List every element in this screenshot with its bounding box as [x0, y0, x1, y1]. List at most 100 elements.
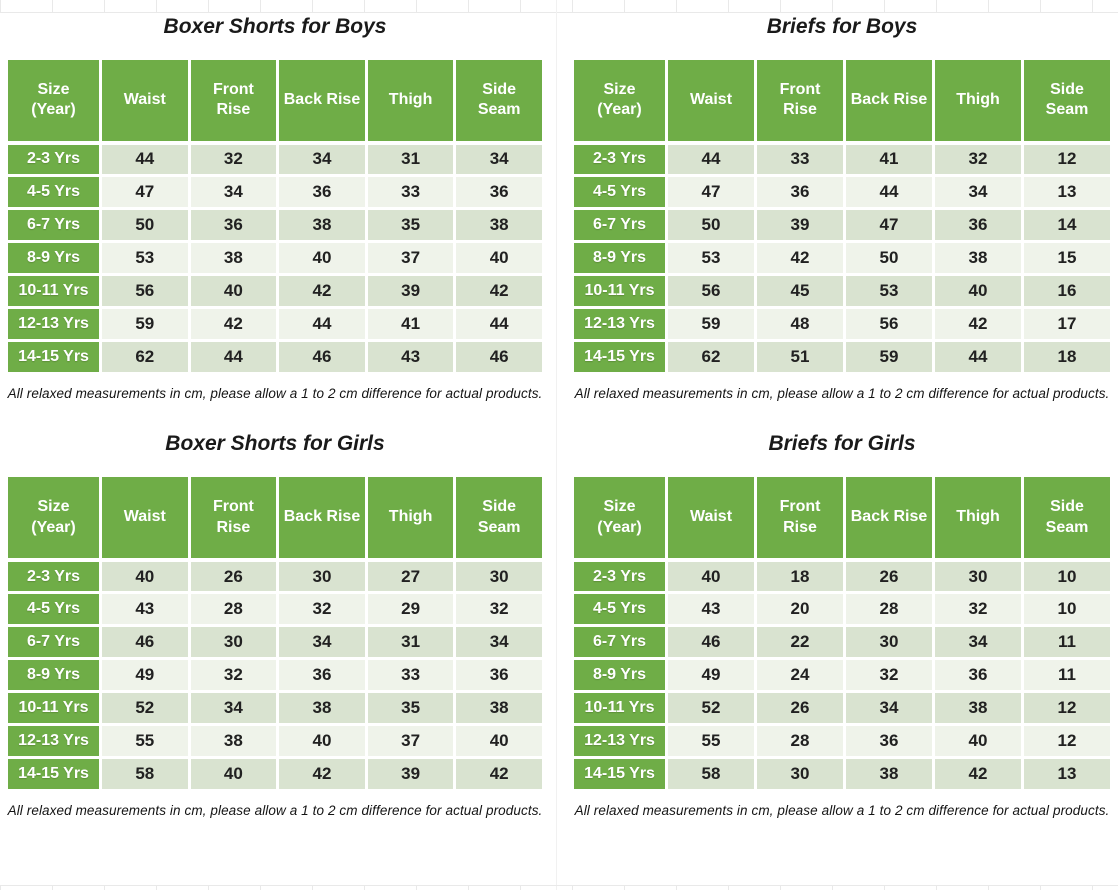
value-cell: 36 [754, 174, 846, 211]
table-row: 12-13 Yrs 55 38 40 37 40 [5, 723, 545, 760]
value-cell: 40 [99, 558, 191, 595]
value-cell: 46 [665, 624, 757, 661]
value-cell: 42 [932, 306, 1024, 343]
value-cell: 26 [843, 558, 935, 595]
size-cell: 8-9 Yrs [5, 240, 102, 277]
measurement-footnote: All relaxed measurements in cm, please a… [574, 803, 1110, 819]
size-cell: 6-7 Yrs [5, 207, 102, 244]
value-cell: 46 [99, 624, 191, 661]
table-title: Boxer Shorts for Girls [165, 432, 385, 456]
table-row: 2-3 Yrs 44 32 34 31 34 [5, 141, 545, 178]
value-cell: 15 [1021, 240, 1113, 277]
value-cell: 34 [453, 141, 545, 178]
table-row: 12-13 Yrs 59 42 44 41 44 [5, 306, 545, 343]
header-row: Size (Year) Waist Front Rise Back Rise Thigh Si… [5, 57, 545, 145]
value-cell: 38 [453, 690, 545, 727]
value-cell: 55 [665, 723, 757, 760]
size-cell: 10-11 Yrs [571, 273, 668, 310]
value-cell: 35 [364, 207, 457, 244]
value-cell: 58 [99, 756, 191, 793]
column-header-front-rise: Front Rise [754, 474, 846, 562]
value-cell: 58 [665, 756, 757, 793]
header-row: Size (Year) Waist Front Rise Back Rise Thigh Si… [571, 57, 1113, 145]
value-cell: 51 [754, 339, 846, 376]
value-cell: 38 [453, 207, 545, 244]
value-cell: 16 [1021, 273, 1113, 310]
value-cell: 43 [364, 339, 457, 376]
table-row: 4-5 Yrs 47 36 44 34 13 [571, 174, 1113, 211]
table-row: 6-7 Yrs 46 22 30 34 11 [571, 624, 1113, 661]
size-cell: 2-3 Yrs [571, 141, 668, 178]
table-title: Briefs for Boys [766, 15, 918, 38]
size-cell: 14-15 Yrs [5, 756, 102, 793]
spreadsheet-gridline-top [0, 0, 1118, 13]
value-cell: 53 [99, 240, 191, 277]
table-row: 14-15 Yrs 58 40 42 39 42 [5, 756, 545, 793]
size-cell: 4-5 Yrs [5, 174, 102, 211]
size-cell: 12-13 Yrs [571, 723, 668, 760]
column-header-size-year: Size (Year) [5, 57, 102, 145]
value-cell: 30 [754, 756, 846, 793]
value-cell: 55 [99, 723, 191, 760]
value-cell: 34 [276, 624, 368, 661]
column-header-side-seam: Side Seam [453, 474, 545, 562]
value-cell: 47 [843, 207, 935, 244]
value-cell: 30 [276, 558, 368, 595]
size-cell: 14-15 Yrs [5, 339, 102, 376]
value-cell: 30 [187, 624, 280, 661]
size-cell: 14-15 Yrs [571, 756, 668, 793]
value-cell: 30 [453, 558, 545, 595]
size-cell: 8-9 Yrs [571, 657, 668, 694]
value-cell: 34 [276, 141, 368, 178]
value-cell: 30 [932, 558, 1024, 595]
value-cell: 41 [364, 306, 457, 343]
value-cell: 52 [665, 690, 757, 727]
table-row: 14-15 Yrs 62 51 59 44 18 [571, 339, 1113, 376]
table-row: 8-9 Yrs 49 32 36 33 36 [5, 657, 545, 694]
value-cell: 44 [187, 339, 280, 376]
value-cell: 46 [453, 339, 545, 376]
value-cell: 36 [453, 174, 545, 211]
value-cell: 33 [364, 174, 457, 211]
table-row: 6-7 Yrs 50 36 38 35 38 [5, 207, 545, 244]
value-cell: 40 [932, 723, 1024, 760]
value-cell: 45 [754, 273, 846, 310]
value-cell: 34 [843, 690, 935, 727]
value-cell: 32 [843, 657, 935, 694]
value-cell: 56 [843, 306, 935, 343]
value-cell: 50 [843, 240, 935, 277]
value-cell: 42 [754, 240, 846, 277]
value-cell: 28 [843, 591, 935, 628]
table-title: Briefs for Girls [768, 432, 916, 456]
column-header-size-year: Size (Year) [571, 57, 668, 145]
value-cell: 38 [276, 690, 368, 727]
column-header-thigh: Thigh [932, 57, 1024, 145]
value-cell: 29 [364, 591, 457, 628]
column-header-back-rise: Back Rise [843, 57, 935, 145]
panel-boxer-shorts-girls: Boxer Shorts for Girls Size (Year) Waist Fr… [5, 417, 545, 818]
value-cell: 38 [843, 756, 935, 793]
value-cell: 59 [843, 339, 935, 376]
table-row: 14-15 Yrs 58 30 38 42 13 [571, 756, 1113, 793]
value-cell: 12 [1021, 690, 1113, 727]
size-cell: 10-11 Yrs [571, 690, 668, 727]
value-cell: 40 [187, 273, 280, 310]
value-cell: 38 [187, 723, 280, 760]
value-cell: 37 [364, 723, 457, 760]
size-table-briefs-girls: Size (Year) Waist Front Rise Back Rise Thigh Si… [571, 474, 1113, 793]
value-cell: 39 [754, 207, 846, 244]
value-cell: 40 [276, 723, 368, 760]
table-title: Boxer Shorts for Boys [163, 15, 387, 38]
panel-boxer-shorts-boys: Boxer Shorts for Boys Size (Year) Waist Fro… [5, 0, 545, 401]
table-row: 12-13 Yrs 55 28 36 40 12 [571, 723, 1113, 760]
value-cell: 37 [364, 240, 457, 277]
value-cell: 32 [932, 591, 1024, 628]
spreadsheet-gridline-center [556, 0, 557, 890]
table-row: 12-13 Yrs 59 48 56 42 17 [571, 306, 1113, 343]
value-cell: 33 [754, 141, 846, 178]
column-header-front-rise: Front Rise [754, 57, 846, 145]
value-cell: 53 [665, 240, 757, 277]
value-cell: 50 [99, 207, 191, 244]
table-row: 6-7 Yrs 46 30 34 31 34 [5, 624, 545, 661]
value-cell: 13 [1021, 756, 1113, 793]
